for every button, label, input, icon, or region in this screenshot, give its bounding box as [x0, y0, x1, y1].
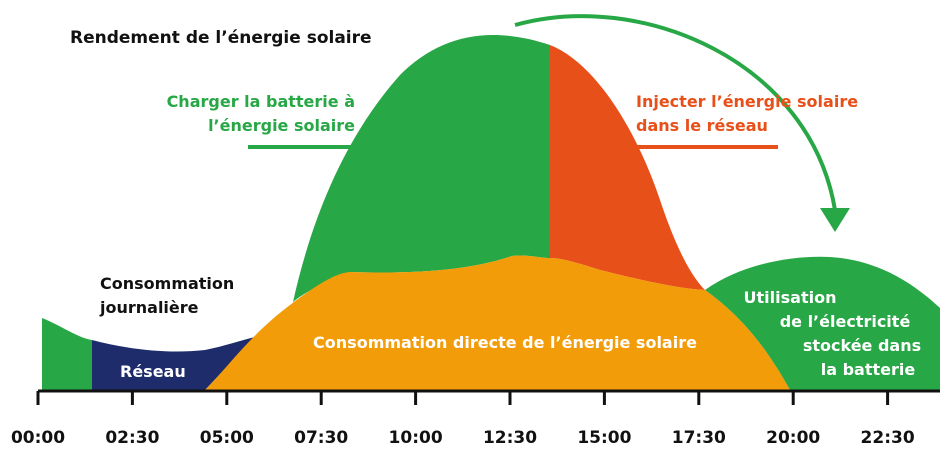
time-tick-label: 20:00	[766, 428, 820, 448]
consumption-label-line1: Consommation	[100, 274, 234, 293]
direct-consumption-area	[205, 255, 790, 390]
grid-label: Réseau	[120, 362, 186, 381]
inject-label-line1: Injecter l’énergie solaire	[636, 92, 858, 111]
time-tick-label: 02:30	[105, 428, 159, 448]
usage-label-line4: la batterie	[821, 360, 916, 379]
grid-consumption-area	[92, 337, 255, 390]
direct-consumption-label: Consommation directe de l’énergie solair…	[313, 333, 697, 352]
battery-usage-area	[705, 256, 940, 390]
consumption-label-line2: journalière	[99, 298, 199, 317]
solar-injection-area	[550, 45, 705, 290]
charge-label-line2: l’énergie solaire	[208, 116, 355, 135]
charge-label-line1: Charger la batterie à	[167, 92, 355, 111]
time-tick-label: 10:00	[389, 428, 443, 448]
usage-label-line3: stockée dans	[803, 336, 921, 355]
time-tick-label: 07:30	[294, 428, 348, 448]
time-tick-label: 15:00	[577, 428, 631, 448]
time-tick-label: 12:30	[483, 428, 537, 448]
solar-charge-area	[293, 35, 550, 302]
time-axis-ticks: 00:00 02:30 05:00 07:30 10:00 12:30 15:00 17:30…	[11, 391, 915, 448]
arrowhead-icon	[820, 208, 850, 232]
time-tick-label: 00:00	[11, 428, 65, 448]
usage-label-line1: Utilisation	[744, 288, 837, 307]
night-battery-area-left	[42, 318, 92, 390]
time-tick-label: 22:30	[861, 428, 915, 448]
chart-title: Rendement de l’énergie solaire	[70, 28, 372, 48]
storage-curved-arrow	[514, 14, 837, 211]
time-tick-label: 17:30	[672, 428, 726, 448]
time-tick-label: 05:00	[200, 428, 254, 448]
inject-label-line2: dans le réseau	[636, 116, 768, 135]
usage-label-line2: de l’électricité	[780, 312, 911, 331]
